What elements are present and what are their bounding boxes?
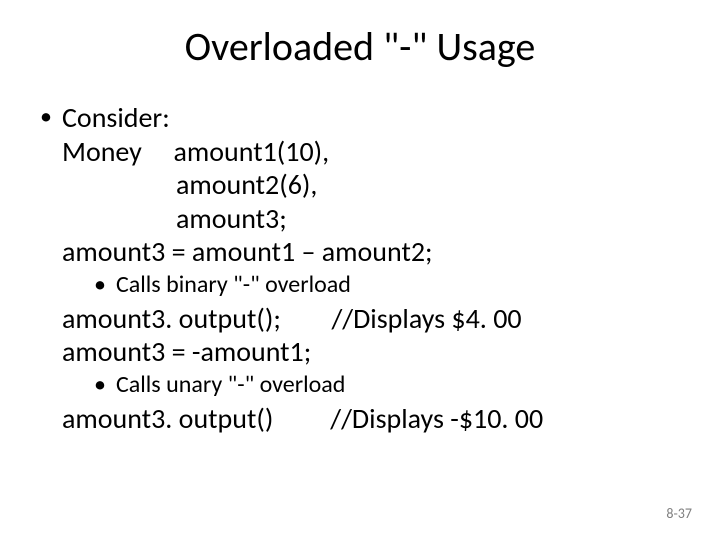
bullet-list: Consider: Money amount1(10), amount2(6),… [40,101,680,435]
code-line: amount3; [62,202,680,236]
bullet-label: Consider: [62,101,680,135]
slide-content: Consider: Money amount1(10), amount2(6),… [40,101,680,435]
code-line: amount3. output() //Displays -$10. 00 [62,402,680,436]
sub-bullet-item: Calls binary "-" overload [94,271,680,300]
sub-bullet-list: Calls unary "-" overload [62,371,680,400]
sub-bullet-item: Calls unary "-" overload [94,371,680,400]
code-text: amount3. output() [62,401,273,436]
slide-title: Overloaded "-" Usage [40,22,680,71]
code-line: amount3 = -amount1; [62,335,680,369]
page-number: 8-37 [666,505,692,522]
code-line: amount3. output(); //Displays $4. 00 [62,302,680,336]
code-line: Money amount1(10), [62,135,680,169]
code-text: amount3. output(); [62,301,281,336]
code-line: amount3 = amount1 – amount2; [62,235,680,269]
bullet-item-consider: Consider: Money amount1(10), amount2(6),… [40,101,680,435]
code-line: amount2(6), [62,168,680,202]
code-comment: //Displays -$10. 00 [330,402,543,436]
code-comment: //Displays $4. 00 [331,302,521,336]
sub-bullet-list: Calls binary "-" overload [62,271,680,300]
slide: Overloaded "-" Usage Consider: Money amo… [0,0,720,540]
